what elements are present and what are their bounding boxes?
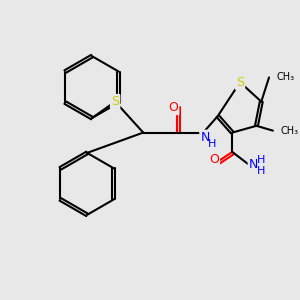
Text: O: O <box>168 101 178 114</box>
Text: S: S <box>111 95 119 108</box>
Text: N: N <box>249 158 258 171</box>
Text: H: H <box>257 155 266 165</box>
Text: CH₃: CH₃ <box>280 126 299 136</box>
Text: H: H <box>257 166 266 176</box>
Text: CH₃: CH₃ <box>277 72 295 82</box>
Text: H: H <box>208 139 216 149</box>
Text: O: O <box>209 153 219 166</box>
Text: N: N <box>200 131 210 144</box>
Text: S: S <box>236 76 244 89</box>
